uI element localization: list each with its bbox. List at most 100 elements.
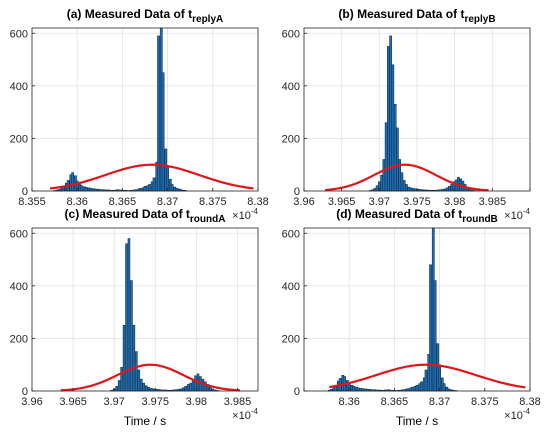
panel-d-bar xyxy=(433,280,437,392)
panel-a-bar xyxy=(84,187,88,192)
panel-d-bar xyxy=(352,386,356,392)
panel-d-title-main: (d) Measured Data of t xyxy=(336,207,462,221)
panel-c-xtick-label: 3.985 xyxy=(224,396,252,408)
panel-b-xtick-label: 3.96 xyxy=(293,196,314,208)
panel-d-ytick-label: 200 xyxy=(282,333,300,345)
panel-b-bar xyxy=(393,103,397,192)
panel-c-plot-area xyxy=(32,228,258,391)
panel-c: (c) Measured Data of troundA Time / s 3.… xyxy=(10,207,259,428)
panel-d-fit-curve xyxy=(329,363,526,389)
panel-a-xtick-label: 8.36 xyxy=(66,196,87,208)
panel-b-bar xyxy=(375,185,379,192)
panel-b-ytick-label: 0 xyxy=(294,186,300,198)
panel-c-bar xyxy=(137,369,141,392)
panel-a-bar xyxy=(166,165,169,192)
panel-b-bar xyxy=(384,122,388,192)
panel-b-bar xyxy=(445,187,449,192)
panel-b: (b) Measured Data of treplyB 3.96 3.965 3.… xyxy=(282,7,531,222)
panel-b-bar xyxy=(391,64,395,192)
panel-c-xtick-label: 3.96 xyxy=(21,396,42,408)
panel-d-ytick-label: 0 xyxy=(294,386,300,398)
panel-c-ytick-label: 200 xyxy=(10,333,28,345)
panel-c-xtick-label: 3.97 xyxy=(103,396,124,408)
panel-c-bar xyxy=(144,385,148,392)
panel-a-bar xyxy=(71,172,75,192)
panel-b-fit-curve xyxy=(325,163,489,192)
panel-b-bar xyxy=(380,174,383,192)
panel-d-bar xyxy=(424,369,428,392)
panel-a-bar xyxy=(161,72,165,192)
panel-d-ytick-label: 600 xyxy=(282,228,300,240)
panel-a-bar xyxy=(143,186,147,192)
panel-b-bar xyxy=(407,186,411,192)
panel-a-plot-area xyxy=(32,28,258,191)
panel-a-bar xyxy=(148,184,151,192)
panel-b-title-sub: replyB xyxy=(464,14,495,25)
panel-c-bar xyxy=(132,325,136,392)
panel-c-bar xyxy=(184,386,187,392)
panel-b-ytick-label: 200 xyxy=(282,133,300,145)
panel-d-xtick-label: 8.37 xyxy=(429,396,450,408)
panel-d-axes-box xyxy=(303,227,531,392)
panel-b-xtick-label: 3.975 xyxy=(403,196,431,208)
panel-a-bar xyxy=(152,177,156,192)
panel-a-bar xyxy=(80,185,84,192)
panel-d-x-exponent: ×10-4 xyxy=(504,407,530,422)
panel-d-title-sub: roundB xyxy=(462,214,498,225)
panel-d-bar xyxy=(415,384,419,392)
panel-c-bar xyxy=(147,387,150,392)
panel-a-xtick-label: 8.38 xyxy=(247,196,268,208)
panel-d-xlabel: Time / s xyxy=(396,414,438,428)
panel-a-xtick-label: 8.365 xyxy=(109,196,137,208)
panel-c-bar xyxy=(186,384,190,392)
panel-d-ytick-label: 400 xyxy=(282,281,300,293)
panel-c-axes-box xyxy=(31,227,259,392)
panel-b-xtick-label: 3.985 xyxy=(479,196,507,208)
panel-a-bar xyxy=(157,35,160,192)
panel-c-bar xyxy=(191,380,195,392)
panel-d-bar xyxy=(356,387,360,392)
panel-b-bar xyxy=(450,184,453,192)
panel-b-bar xyxy=(396,127,399,192)
panel-b-bar xyxy=(448,186,451,192)
panel-d-xtick-label: 8.36 xyxy=(338,396,359,408)
panel-a-axes-box xyxy=(31,27,259,192)
panel-a-xtick-label: 8.37 xyxy=(157,196,178,208)
panel-c-bar xyxy=(181,387,185,392)
panel-c-bar xyxy=(135,351,138,392)
panel-a-xtick-label: 8.355 xyxy=(18,196,46,208)
panel-a-bar xyxy=(170,184,174,192)
panel-c-xtick-label: 3.975 xyxy=(142,396,170,408)
panel-b-xtick-label: 3.97 xyxy=(369,196,390,208)
panel-c-ytick-label: 600 xyxy=(10,228,28,240)
panel-b-bar xyxy=(405,184,408,192)
panel-a-ytick-label: 600 xyxy=(10,28,28,40)
panel-c-bar xyxy=(122,325,126,392)
panel-c-bar xyxy=(115,386,118,392)
panel-d-xtick-label: 8.38 xyxy=(519,396,540,408)
panel-c-x-exponent: ×10-4 xyxy=(232,407,258,422)
panel-a-xtick-label: 8.375 xyxy=(199,196,227,208)
panel-a: (a) Measured Data of treplyA 8.355 8.36 8.… xyxy=(10,7,269,222)
panel-b-bar xyxy=(409,187,413,192)
panel-c-bar xyxy=(209,386,212,392)
panel-c-bar xyxy=(189,382,192,392)
panel-b-xtick-label: 3.965 xyxy=(328,196,356,208)
panel-c-xtick-label: 3.98 xyxy=(186,396,207,408)
panel-b-bar xyxy=(382,159,386,192)
panel-d-bar xyxy=(438,364,441,392)
panel-a-title: (a) Measured Data of treplyA xyxy=(67,7,223,25)
panel-b-x-exponent: ×10-4 xyxy=(504,207,530,222)
panel-a-ytick-label: 200 xyxy=(10,133,28,145)
panel-c-bar xyxy=(125,243,128,392)
panel-b-bar xyxy=(402,180,406,192)
panel-c-xlabel: Time / s xyxy=(124,414,166,428)
panel-c-title-sub: roundA xyxy=(190,214,226,225)
panel-c-ytick-label: 400 xyxy=(10,281,28,293)
panel-a-fit-curve xyxy=(49,163,254,190)
panel-d-bar xyxy=(420,381,423,392)
panel-c-bar xyxy=(127,238,131,392)
panel-c-bar xyxy=(130,280,133,392)
panel-b-ytick-label: 600 xyxy=(282,28,300,40)
